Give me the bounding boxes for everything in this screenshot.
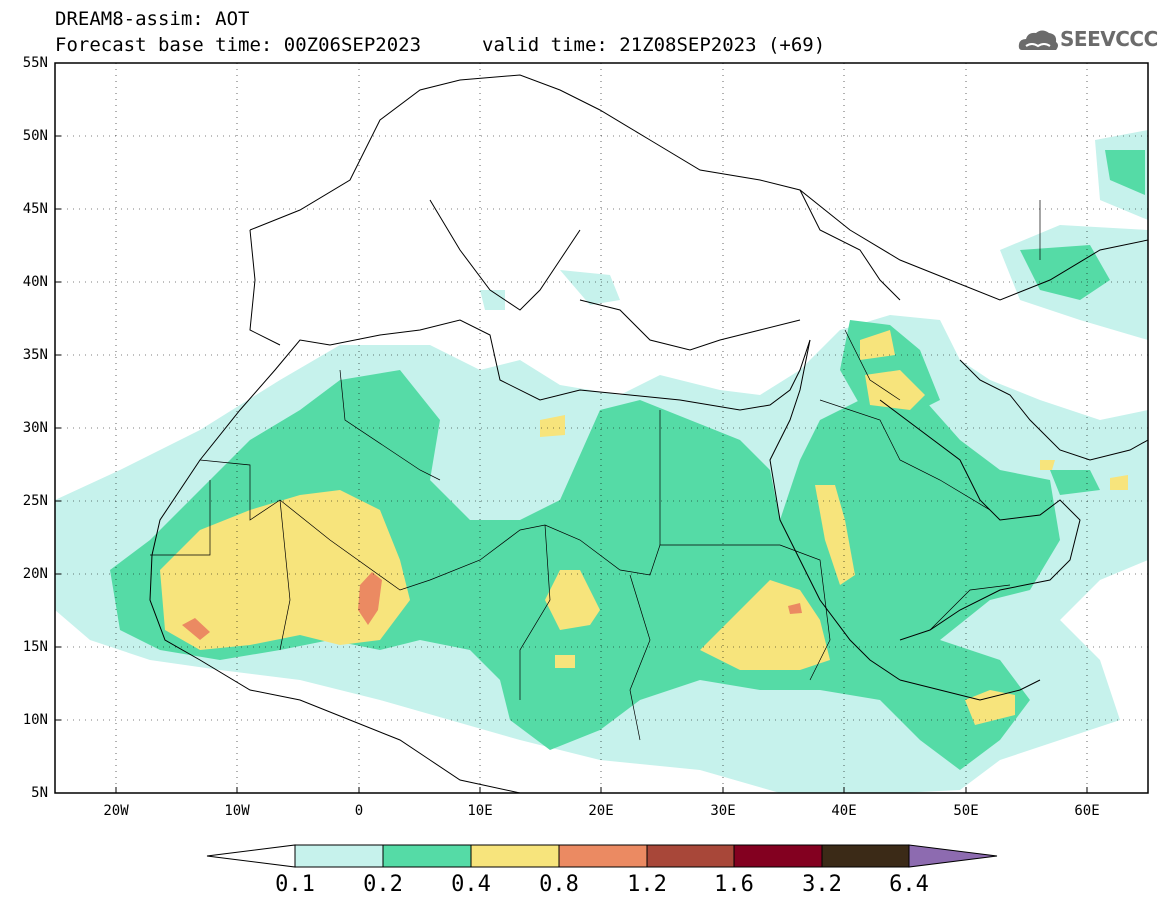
colorbar bbox=[206, 844, 998, 868]
colorbar-label: 0.1 bbox=[275, 872, 315, 897]
lat-label: 5N bbox=[31, 785, 48, 801]
lon-label: 0 bbox=[354, 803, 364, 819]
colorbar-swatch-3 bbox=[470, 844, 560, 868]
lat-label: 15N bbox=[22, 639, 48, 655]
lon-label: 30E bbox=[710, 803, 736, 819]
colorbar-label: 0.8 bbox=[539, 872, 579, 897]
colorbar-label: 0.4 bbox=[451, 872, 491, 897]
lat-label: 20N bbox=[22, 566, 48, 582]
lat-label: 30N bbox=[22, 420, 48, 436]
lat-label: 40N bbox=[22, 274, 48, 290]
forecast-base-time: Forecast base time: 00Z06SEP2023 bbox=[55, 34, 422, 56]
colorbar-label: 1.2 bbox=[627, 872, 667, 897]
coastlines bbox=[149, 74, 1148, 793]
lat-label: 35N bbox=[22, 347, 48, 363]
lon-label: 10E bbox=[467, 803, 493, 819]
lon-label: 60E bbox=[1074, 803, 1100, 819]
colorbar-label: 3.2 bbox=[802, 872, 842, 897]
country-borders bbox=[150, 200, 1041, 741]
colorbar-over-arrow bbox=[908, 844, 998, 868]
colorbar-swatch-7 bbox=[821, 844, 910, 868]
colorbar-label: 1.6 bbox=[714, 872, 754, 897]
lon-label: 10W bbox=[224, 803, 250, 819]
lat-label: 10N bbox=[22, 712, 48, 728]
aot-field bbox=[55, 130, 1148, 793]
colorbar-swatch-5 bbox=[646, 844, 735, 868]
cloud-logo-icon bbox=[1018, 30, 1058, 50]
colorbar-swatch-1 bbox=[294, 844, 384, 868]
aot-band-0.8-1.2 bbox=[182, 572, 802, 640]
colorbar-label: 6.4 bbox=[889, 872, 929, 897]
lon-label: 20E bbox=[588, 803, 614, 819]
valid-time: valid time: 21Z08SEP2023 (+69) bbox=[482, 34, 826, 56]
logo-text: SEEVCCC bbox=[1060, 27, 1158, 51]
map-title: DREAM8-assim: AOT bbox=[55, 8, 250, 30]
aot-band-0.4-0.8 bbox=[160, 330, 1128, 725]
lat-label: 50N bbox=[22, 128, 48, 144]
lon-label: 40E bbox=[831, 803, 857, 819]
lat-label: 45N bbox=[22, 201, 48, 217]
colorbar-label: 0.2 bbox=[363, 872, 403, 897]
lat-label: 25N bbox=[22, 493, 48, 509]
colorbar-swatch-4 bbox=[558, 844, 648, 868]
axis-ticks bbox=[55, 62, 1088, 793]
colorbar-swatch-2 bbox=[382, 844, 472, 868]
lon-label: 20W bbox=[103, 803, 129, 819]
lon-label: 50E bbox=[953, 803, 979, 819]
colorbar-swatch-6 bbox=[733, 844, 823, 868]
lat-label: 55N bbox=[22, 55, 48, 71]
colorbar-under-arrow bbox=[206, 844, 296, 868]
graticule bbox=[55, 63, 1148, 793]
